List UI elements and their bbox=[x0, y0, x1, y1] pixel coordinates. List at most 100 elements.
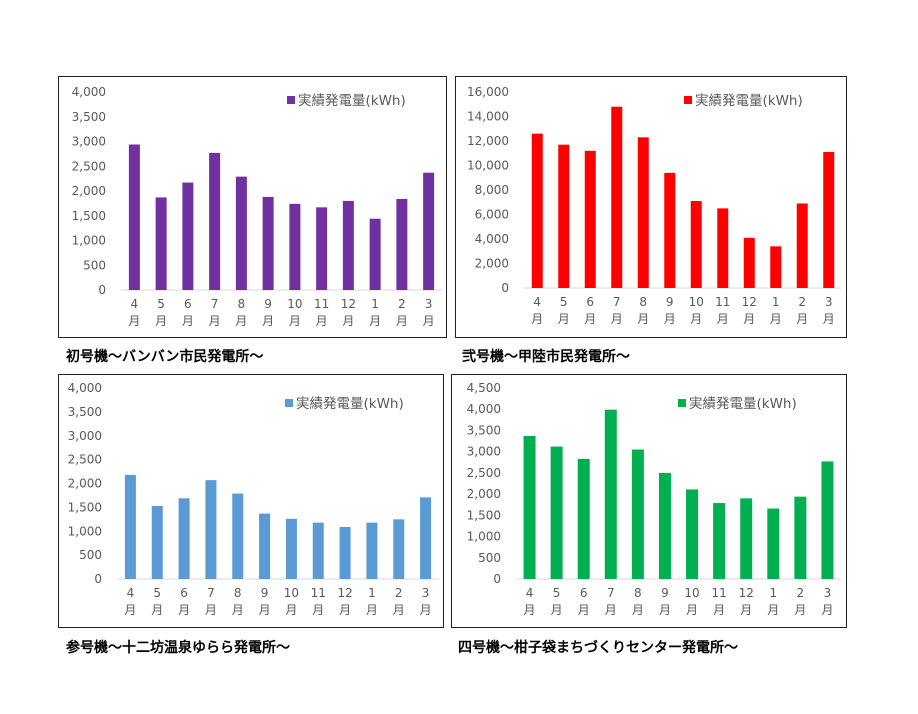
x-tick-label: 3 bbox=[824, 586, 832, 600]
x-tick-label: 7 bbox=[207, 586, 215, 600]
x-tick-label: 8 bbox=[238, 297, 246, 311]
x-tick-label: 11 bbox=[314, 297, 329, 311]
bar-9 bbox=[339, 526, 351, 579]
y-tick-label: 2,000 bbox=[68, 477, 102, 491]
bar-2 bbox=[151, 505, 163, 579]
x-tick-label: 10 bbox=[689, 295, 704, 309]
x-tick-label: 5 bbox=[157, 297, 165, 311]
x-tick-label: 1 bbox=[772, 295, 780, 309]
x-tick-unit: 月 bbox=[312, 603, 324, 617]
x-tick-unit: 月 bbox=[393, 603, 405, 617]
y-tick-label: 1,500 bbox=[467, 508, 501, 522]
x-tick-unit: 月 bbox=[342, 314, 354, 328]
x-tick-unit: 月 bbox=[743, 312, 755, 326]
x-tick-unit: 月 bbox=[289, 314, 301, 328]
bar-1 bbox=[523, 435, 536, 579]
bar-5 bbox=[235, 176, 247, 290]
x-tick-label: 9 bbox=[264, 297, 272, 311]
bar-9 bbox=[740, 498, 753, 579]
bar-4 bbox=[604, 409, 617, 579]
x-tick-label: 3 bbox=[825, 295, 833, 309]
x-tick-unit: 月 bbox=[605, 603, 617, 617]
x-tick-unit: 月 bbox=[770, 312, 782, 326]
x-tick-label: 7 bbox=[607, 586, 615, 600]
x-tick-label: 2 bbox=[398, 297, 406, 311]
bar-4 bbox=[205, 480, 217, 579]
x-tick-unit: 月 bbox=[423, 314, 435, 328]
y-tick-label: 1,000 bbox=[68, 524, 102, 538]
x-tick-unit: 月 bbox=[128, 314, 140, 328]
y-tick-label: 3,500 bbox=[68, 405, 102, 419]
y-tick-label: 1,500 bbox=[72, 209, 106, 223]
x-tick-unit: 月 bbox=[259, 603, 271, 617]
x-tick-label: 12 bbox=[739, 586, 754, 600]
x-tick-label: 3 bbox=[425, 297, 433, 311]
x-tick-unit: 月 bbox=[396, 314, 408, 328]
x-tick-label: 4 bbox=[526, 586, 534, 600]
bar-7 bbox=[690, 201, 702, 288]
legend-label: 実績発電量(kWh) bbox=[296, 396, 404, 412]
x-tick-label: 9 bbox=[666, 295, 674, 309]
bar-11 bbox=[796, 203, 808, 288]
legend-label: 実績発電量(kWh) bbox=[298, 93, 406, 109]
y-tick-label: 4,000 bbox=[467, 402, 501, 416]
x-tick-label: 5 bbox=[560, 295, 568, 309]
y-tick-label: 4,000 bbox=[475, 232, 509, 246]
x-tick-unit: 月 bbox=[182, 314, 194, 328]
legend-swatch bbox=[678, 399, 686, 407]
bar-7 bbox=[285, 518, 297, 579]
x-tick-unit: 月 bbox=[235, 314, 247, 328]
bar-7 bbox=[289, 203, 301, 290]
x-tick-unit: 月 bbox=[531, 312, 543, 326]
x-tick-label: 4 bbox=[127, 586, 135, 600]
y-tick-label: 14,000 bbox=[467, 110, 509, 124]
bar-10 bbox=[366, 522, 378, 579]
bar-2 bbox=[550, 446, 563, 579]
chart-svg-4: 0 500 1,000 1,500 2,000 2,500 3,000 3,500 4,000 4… bbox=[467, 381, 841, 617]
bar-4 bbox=[209, 152, 221, 290]
bar-6 bbox=[262, 196, 274, 290]
x-tick-unit: 月 bbox=[794, 603, 806, 617]
chart-svg-3: 0 500 1,000 1,500 2,000 2,500 3,000 3,500 4,000 4… bbox=[68, 381, 439, 617]
x-tick-label: 2 bbox=[797, 586, 805, 600]
x-tick-label: 2 bbox=[798, 295, 806, 309]
bar-7 bbox=[686, 489, 699, 579]
bar-4 bbox=[611, 106, 623, 288]
y-tick-label: 3,000 bbox=[68, 429, 102, 443]
x-tick-unit: 月 bbox=[823, 312, 835, 326]
x-tick-label: 11 bbox=[711, 586, 726, 600]
y-tick-label: 6,000 bbox=[475, 208, 509, 222]
x-tick-unit: 月 bbox=[558, 312, 570, 326]
x-tick-unit: 月 bbox=[821, 603, 833, 617]
bar-5 bbox=[637, 137, 649, 288]
x-tick-unit: 月 bbox=[155, 314, 167, 328]
x-tick-label: 6 bbox=[580, 586, 588, 600]
y-tick-label: 2,000 bbox=[467, 487, 501, 501]
bar-3 bbox=[584, 150, 596, 288]
bar-12 bbox=[821, 461, 834, 579]
bar-9 bbox=[342, 200, 354, 290]
y-tick-label: 8,000 bbox=[475, 183, 509, 197]
y-tick-label: 4,000 bbox=[68, 381, 102, 395]
y-tick-label: 3,000 bbox=[72, 135, 106, 149]
bar-6 bbox=[664, 172, 676, 288]
x-tick-unit: 月 bbox=[262, 314, 274, 328]
chart-panel-1: 0 500 1,000 1,500 2,000 2,500 3,000 3,500 4,000 4… bbox=[58, 76, 447, 338]
y-tick-label: 500 bbox=[79, 548, 102, 562]
x-tick-unit: 月 bbox=[767, 603, 779, 617]
x-tick-unit: 月 bbox=[690, 312, 702, 326]
x-tick-label: 11 bbox=[311, 586, 326, 600]
x-tick-unit: 月 bbox=[316, 314, 328, 328]
y-tick-label: 10,000 bbox=[467, 159, 509, 173]
x-tick-unit: 月 bbox=[232, 603, 244, 617]
bar-11 bbox=[396, 198, 408, 290]
chart-panel-2: 0 2,000 4,000 6,000 8,000 10,000 12,000 14,000 1… bbox=[455, 76, 847, 338]
x-tick-label: 8 bbox=[634, 586, 642, 600]
x-tick-unit: 月 bbox=[369, 314, 381, 328]
x-tick-label: 1 bbox=[769, 586, 777, 600]
x-tick-unit: 月 bbox=[578, 603, 590, 617]
y-tick-label: 500 bbox=[478, 551, 501, 565]
x-tick-label: 12 bbox=[742, 295, 757, 309]
x-tick-unit: 月 bbox=[611, 312, 623, 326]
x-tick-unit: 月 bbox=[664, 312, 676, 326]
